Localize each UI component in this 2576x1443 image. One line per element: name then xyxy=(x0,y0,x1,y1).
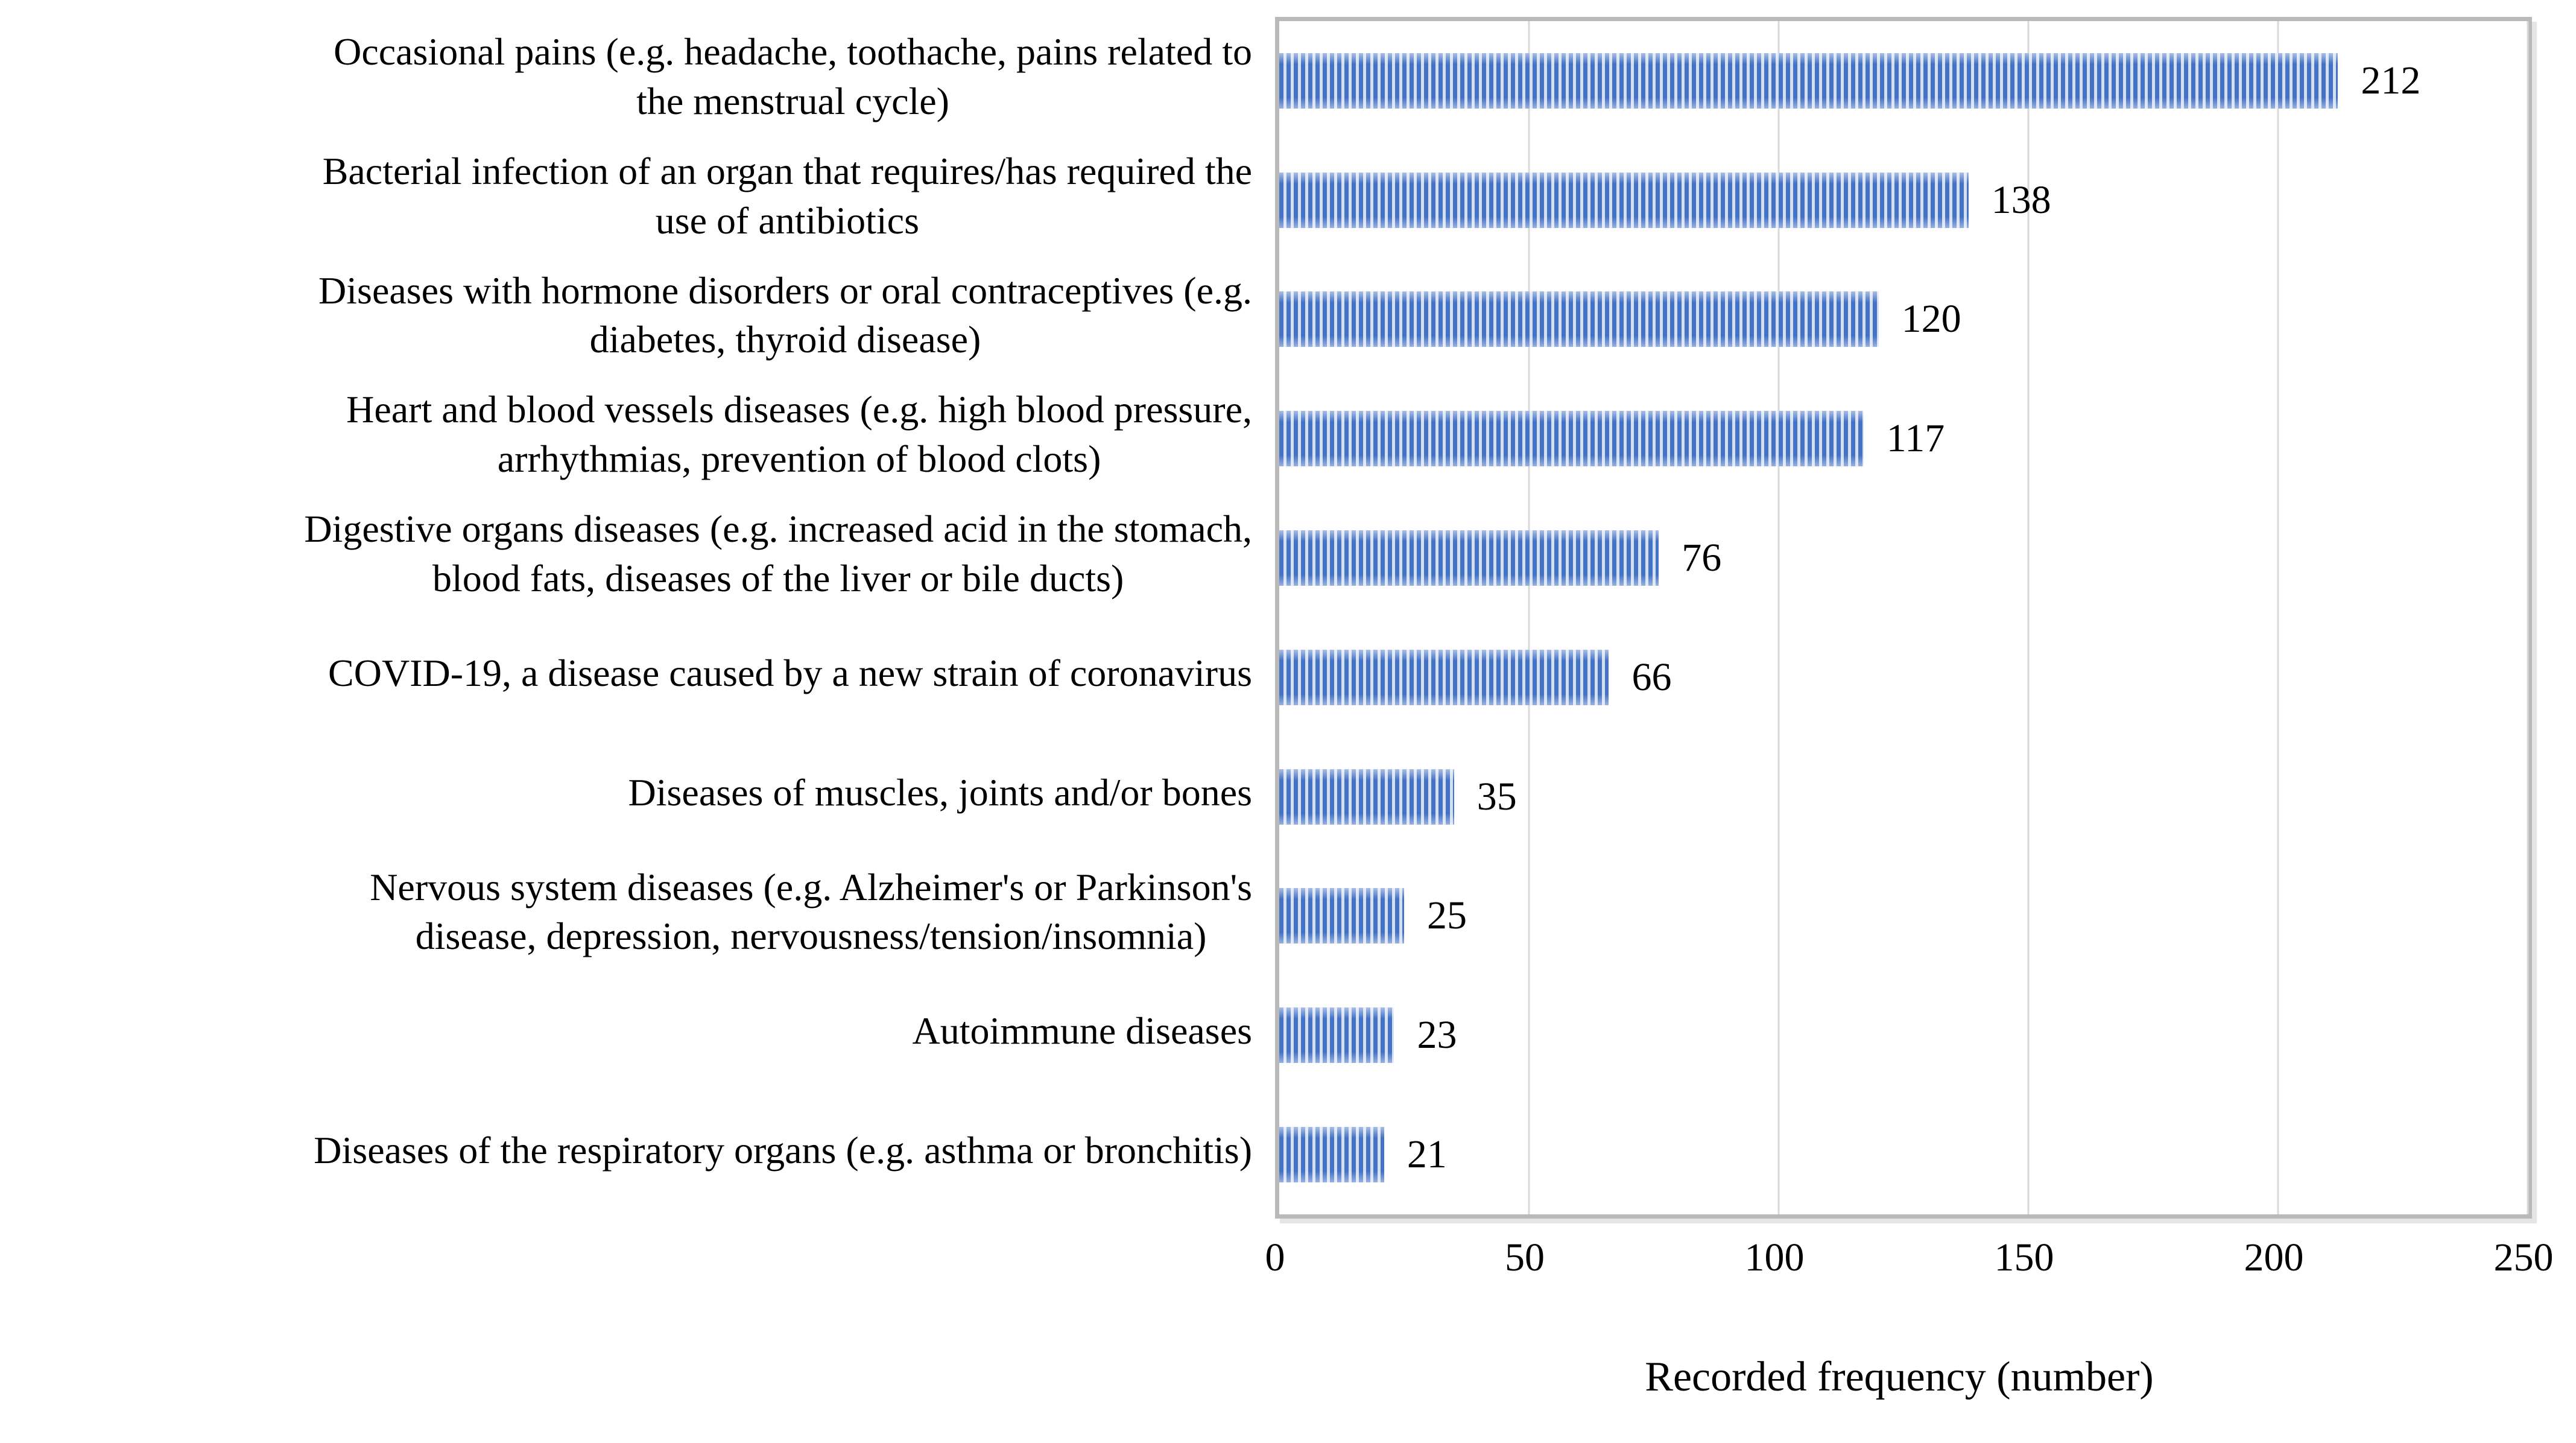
gridline-100 xyxy=(1777,21,1780,1214)
bar xyxy=(1279,411,1864,467)
category-label-row: Digestive organs diseases (e.g. increase… xyxy=(0,494,1252,614)
category-axis-labels: Occasional pains (e.g. headache, toothac… xyxy=(0,17,1252,1210)
bar-row: 117 xyxy=(1279,379,2528,498)
category-label: Occasional pains (e.g. headache, toothac… xyxy=(334,30,1252,122)
gridline-200 xyxy=(2277,21,2279,1214)
bar xyxy=(1279,291,1879,347)
bar-row: 138 xyxy=(1279,141,2528,260)
bar-row: 120 xyxy=(1279,260,2528,379)
category-label: Heart and blood vessels diseases (e.g. h… xyxy=(346,388,1252,481)
gridline-50 xyxy=(1528,21,1530,1214)
bar xyxy=(1279,888,1404,944)
category-label-row: Diseases of muscles, joints and/or bones xyxy=(0,733,1253,852)
bar xyxy=(1279,769,1454,825)
x-tick-label: 150 xyxy=(1994,1235,2054,1280)
category-label-row: Diseases of the respiratory organs (e.g.… xyxy=(0,1091,1252,1210)
category-label: Diseases of muscles, joints and/or bones xyxy=(628,770,1253,814)
category-label: Bacterial infection of an organ that req… xyxy=(322,149,1252,242)
x-tick-label: 100 xyxy=(1744,1235,1805,1280)
bar-value-label: 212 xyxy=(2361,58,2421,103)
bar-row: 76 xyxy=(1279,498,2528,618)
bar-row: 212 xyxy=(1279,21,2528,141)
category-label: Nervous system diseases (e.g. Alzheimer'… xyxy=(370,865,1252,958)
category-label-row: COVID-19, a disease caused by a new stra… xyxy=(0,614,1252,733)
bar xyxy=(1279,172,1969,228)
x-tick-label: 200 xyxy=(2244,1235,2304,1280)
bar-row: 66 xyxy=(1279,618,2528,737)
category-label: Autoimmune diseases xyxy=(912,1009,1252,1053)
bar-value-label: 35 xyxy=(1476,774,1517,819)
bar-value-label: 21 xyxy=(1407,1132,1447,1177)
category-label: Diseases with hormone disorders or oral … xyxy=(318,268,1252,361)
bar-series: 212 138 120 117 76 66 35 25 23 21 xyxy=(1279,21,2528,1214)
bar xyxy=(1279,1127,1384,1183)
bar-row: 25 xyxy=(1279,857,2528,976)
category-label-row: Diseases with hormone disorders or oral … xyxy=(0,256,1252,375)
gridline-250 xyxy=(2527,21,2529,1214)
bar-value-label: 138 xyxy=(1991,177,2051,222)
bar-value-label: 23 xyxy=(1417,1013,1457,1058)
category-label: Digestive organs diseases (e.g. increase… xyxy=(304,507,1252,600)
bar-value-label: 76 xyxy=(1682,536,1722,580)
bar xyxy=(1279,1007,1394,1064)
category-label: Diseases of the respiratory organs (e.g.… xyxy=(314,1129,1252,1172)
bar xyxy=(1279,649,1609,705)
x-axis-tick-labels: 0 50 100 150 200 250 xyxy=(1265,1235,2554,1298)
category-label-row: Autoimmune diseases xyxy=(0,971,1252,1091)
bar-value-label: 25 xyxy=(1427,893,1467,938)
bar-row: 23 xyxy=(1279,975,2528,1095)
x-axis-title: Recorded frequency (number) xyxy=(1645,1354,2154,1400)
bar xyxy=(1279,530,1659,586)
category-label-row: Occasional pains (e.g. headache, toothac… xyxy=(0,17,1252,136)
x-tick-label: 50 xyxy=(1505,1235,1545,1280)
bar-value-label: 120 xyxy=(1901,297,1961,341)
bar-row: 35 xyxy=(1279,737,2528,857)
bar-value-label: 117 xyxy=(1886,416,1945,461)
plot-area: 212 138 120 117 76 66 35 25 23 21 xyxy=(1275,17,2532,1219)
bar-value-label: 66 xyxy=(1631,655,1672,699)
category-label-row: Bacterial infection of an organ that req… xyxy=(0,136,1252,256)
category-label-row: Nervous system diseases (e.g. Alzheimer'… xyxy=(0,852,1252,972)
category-label: COVID-19, a disease caused by a new stra… xyxy=(328,651,1252,694)
bar xyxy=(1279,52,2338,109)
bar-row: 21 xyxy=(1279,1095,2528,1214)
gridline-150 xyxy=(2027,21,2030,1214)
x-tick-label: 250 xyxy=(2493,1235,2554,1280)
category-label-row: Heart and blood vessels diseases (e.g. h… xyxy=(0,375,1252,494)
x-tick-label: 0 xyxy=(1265,1235,1285,1280)
